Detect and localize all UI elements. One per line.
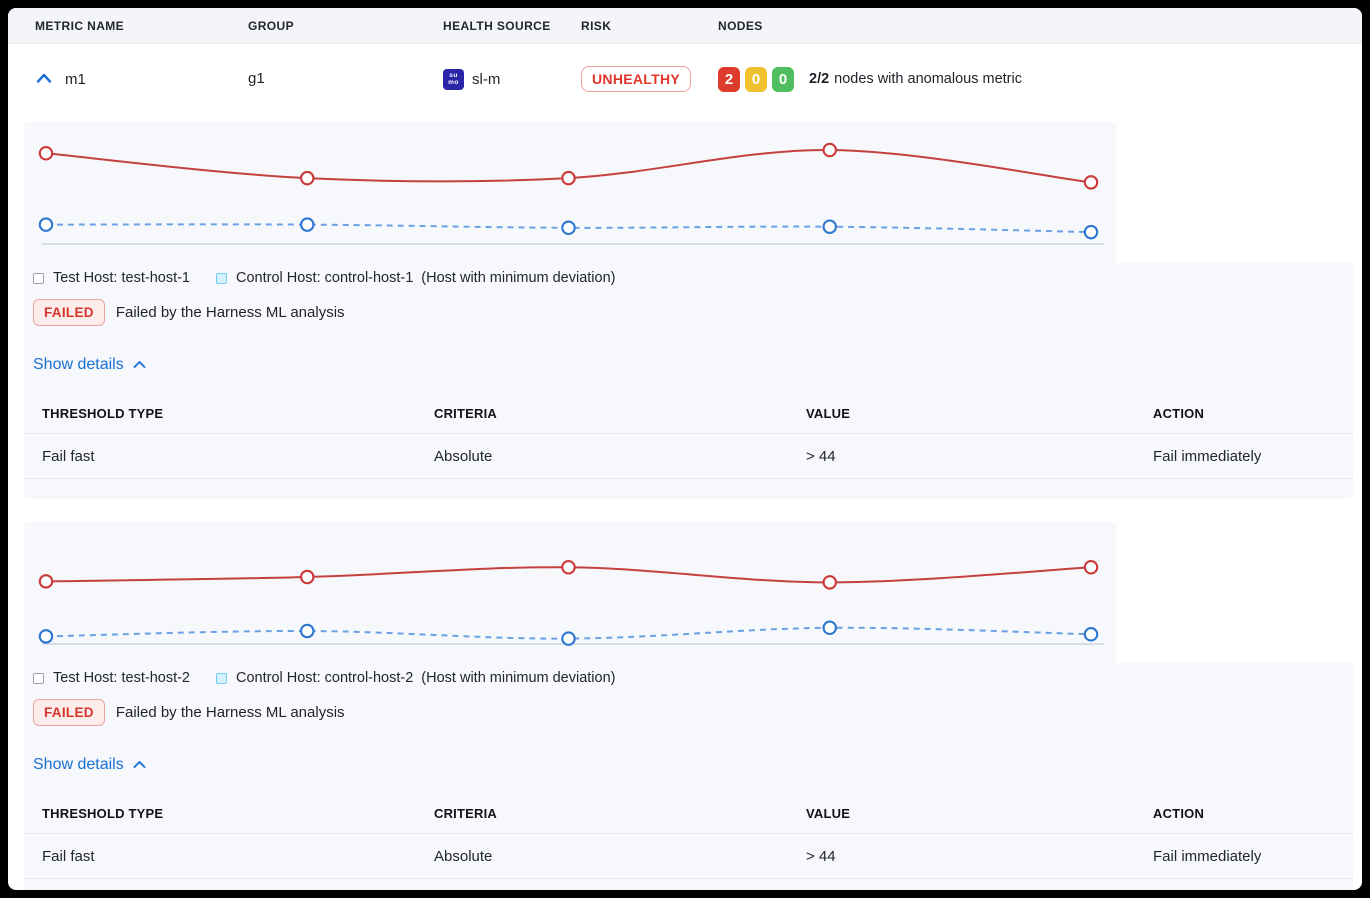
control-host-legend-label: Control Host: control-host-1	[236, 270, 414, 286]
action-header: ACTION	[1153, 392, 1353, 434]
action-cell: Fail immediately	[1153, 433, 1353, 479]
host-analysis-card-2: Test Host: test-host-2 Control Host: con…	[24, 522, 1353, 890]
test-host-legend-label: Test Host: test-host-1	[53, 270, 190, 286]
timeseries-chart-host-2	[24, 522, 1104, 663]
threshold-details-table: THRESHOLD TYPE CRITERIA VALUE ACTION Fai…	[24, 792, 1353, 879]
criteria-cell: Absolute	[434, 833, 806, 879]
action-cell: Fail immediately	[1153, 833, 1353, 879]
metric-row-m1[interactable]: m1 g1 su mo sl-m UNHEALTHY 2 0 0 2/2 node…	[8, 44, 1362, 114]
chart-row	[24, 522, 1353, 663]
threshold-details-table: THRESHOLD TYPE CRITERIA VALUE ACTION Fai…	[24, 392, 1353, 479]
chevron-up-icon	[133, 756, 146, 774]
chevron-up-icon	[133, 356, 146, 374]
criteria-header: CRITERIA	[434, 392, 806, 434]
analysis-status-row: FAILED Failed by the Harness ML analysis	[33, 299, 1353, 326]
threshold-type-header: THRESHOLD TYPE	[24, 792, 434, 834]
minimum-deviation-note: (Host with minimum deviation)	[421, 270, 616, 286]
table-row: Fail fast Absolute > 44 Fail immediately	[24, 833, 1353, 879]
column-header-health-source: HEALTH SOURCE	[443, 18, 551, 33]
analysis-status-row: FAILED Failed by the Harness ML analysis	[33, 699, 1353, 726]
unhealthy-node-count-badge: 2	[718, 66, 740, 92]
column-header-group: GROUP	[248, 18, 295, 33]
chart-legend: Test Host: test-host-2 Control Host: con…	[33, 670, 1353, 686]
test-host-legend-checkbox[interactable]	[33, 672, 44, 684]
nodes-summary: 2/2 nodes with anomalous metric	[809, 71, 1022, 87]
failed-badge: FAILED	[33, 299, 105, 326]
chart-row	[24, 122, 1353, 263]
host-analysis-card-1: Test Host: test-host-1 Control Host: con…	[24, 122, 1353, 499]
node-details-box	[1116, 122, 1353, 263]
minimum-deviation-note: (Host with minimum deviation)	[421, 670, 616, 686]
column-header-nodes: NODES	[718, 18, 763, 33]
show-details-toggle[interactable]: Show details	[33, 356, 146, 374]
risk-status-badge: UNHEALTHY	[581, 66, 691, 92]
node-details-box	[1116, 522, 1353, 663]
collapse-row-button[interactable]	[35, 71, 53, 87]
value-header: VALUE	[806, 392, 1153, 434]
anomalous-node-ratio: 2/2	[809, 71, 830, 87]
threshold-type-header: THRESHOLD TYPE	[24, 392, 434, 434]
metrics-table-header: METRIC NAME GROUP HEALTH SOURCE RISK NOD…	[8, 8, 1362, 44]
show-details-toggle[interactable]: Show details	[33, 756, 146, 774]
action-header: ACTION	[1153, 792, 1353, 834]
criteria-header: CRITERIA	[434, 792, 806, 834]
value-header: VALUE	[806, 792, 1153, 834]
control-host-legend-label: Control Host: control-host-2	[236, 670, 414, 686]
sumologic-icon: su mo	[443, 68, 464, 90]
healthy-node-count-badge: 0	[772, 66, 794, 92]
threshold-type-cell: Fail fast	[24, 833, 434, 879]
threshold-type-cell: Fail fast	[24, 433, 434, 479]
metric-name: m1	[65, 70, 86, 88]
timeseries-chart-host-1	[24, 122, 1104, 263]
value-cell: > 44	[806, 433, 1153, 479]
warning-node-count-badge: 0	[745, 66, 767, 92]
column-header-metric-name: METRIC NAME	[35, 18, 125, 33]
control-host-legend-checkbox[interactable]	[216, 672, 227, 684]
failed-badge: FAILED	[33, 699, 105, 726]
table-row: Fail fast Absolute > 44 Fail immediately	[24, 433, 1353, 479]
group-name: g1	[248, 70, 265, 87]
verification-metrics-panel: METRIC NAME GROUP HEALTH SOURCE RISK NOD…	[8, 8, 1362, 890]
chevron-up-icon	[36, 72, 52, 87]
analysis-status-message: Failed by the Harness ML analysis	[115, 704, 345, 721]
test-host-legend-label: Test Host: test-host-2	[53, 670, 190, 686]
criteria-cell: Absolute	[434, 433, 806, 479]
column-header-risk: RISK	[581, 18, 612, 33]
test-host-legend-checkbox[interactable]	[33, 272, 44, 284]
health-source-name: sl-m	[472, 70, 501, 88]
chart-legend: Test Host: test-host-1 Control Host: con…	[33, 270, 1353, 286]
analysis-status-message: Failed by the Harness ML analysis	[115, 304, 345, 321]
control-host-legend-checkbox[interactable]	[216, 272, 227, 284]
value-cell: > 44	[806, 833, 1153, 879]
